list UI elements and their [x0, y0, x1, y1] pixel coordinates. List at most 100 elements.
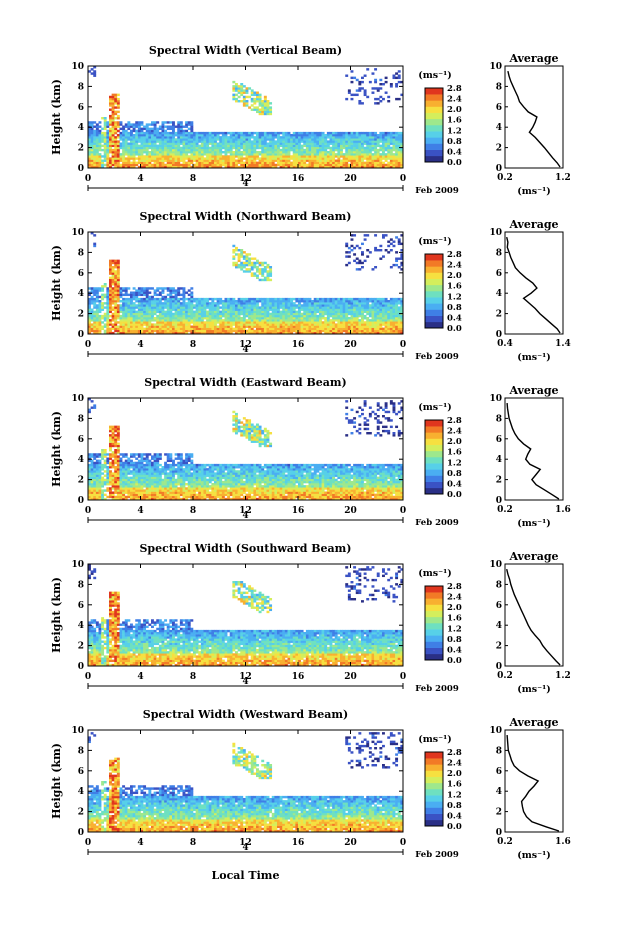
heatmap-cell — [130, 144, 133, 148]
heatmap-cell — [261, 329, 265, 333]
heatmap-cell — [311, 321, 315, 324]
heatmap-cell — [376, 329, 380, 333]
colorbar-segment — [425, 100, 443, 107]
heatmap-cell — [329, 153, 333, 156]
heatmap-cell — [279, 314, 283, 318]
x-tick-label: 20 — [344, 340, 357, 350]
heatmap-cell — [311, 157, 315, 160]
heatmap-cell — [329, 146, 333, 150]
heatmap-cell — [277, 319, 280, 322]
heatmap-cell — [313, 140, 317, 143]
heatmap-cell — [235, 161, 238, 165]
heatmap-cell — [271, 310, 275, 314]
heatmap-cell — [116, 114, 120, 118]
heatmap-cell — [143, 165, 147, 169]
heatmap-cell — [137, 321, 141, 324]
heatmap-cell — [98, 317, 102, 320]
heatmap-cell — [135, 161, 139, 165]
heatmap-cell — [303, 319, 307, 322]
heatmap-cell — [258, 165, 262, 169]
heatmap-cell — [350, 323, 354, 326]
profile-y-tick-label: 4 — [496, 123, 502, 133]
heatmap-cell — [179, 321, 183, 324]
heatmap-cell — [203, 151, 207, 154]
heatmap-cell — [179, 327, 183, 331]
heatmap-cell — [350, 310, 354, 314]
heatmap-cell — [358, 157, 362, 160]
heatmap-cell — [229, 142, 233, 145]
heatmap-cell — [384, 329, 388, 333]
heatmap-cell — [263, 136, 267, 139]
heatmap-cell — [132, 331, 136, 335]
heatmap-cell — [200, 140, 204, 143]
heatmap-cell — [111, 157, 115, 160]
heatmap-cell — [313, 151, 317, 154]
heatmap-cell — [387, 319, 391, 322]
heatmap-cell — [179, 323, 183, 326]
heatmap-cell — [340, 151, 343, 154]
heatmap-cell — [93, 327, 97, 331]
heatmap-cell — [151, 327, 154, 331]
heatmap-cell — [109, 266, 112, 269]
heatmap-cell — [358, 329, 362, 333]
heatmap-cell — [384, 297, 388, 301]
heatmap-cell — [300, 314, 304, 318]
heatmap-cell — [256, 97, 259, 101]
profile-y-tick-label: 0 — [496, 330, 502, 340]
heatmap-cell — [368, 146, 372, 150]
heatmap-cell — [248, 161, 252, 165]
heatmap-cell — [88, 297, 91, 301]
heatmap-cell — [90, 468, 94, 471]
heatmap-cell — [145, 142, 149, 145]
heatmap-cell — [284, 314, 288, 318]
heatmap-cell — [350, 297, 354, 301]
heatmap-cell — [382, 329, 385, 333]
heatmap-cell — [95, 483, 99, 486]
heatmap-cell — [237, 144, 241, 148]
heatmap-cell — [127, 300, 131, 303]
heatmap-cell — [235, 253, 238, 256]
heatmap-cell — [148, 134, 152, 137]
heatmap-cell — [295, 329, 299, 333]
heatmap-cell — [164, 295, 168, 299]
heatmap-cell — [324, 163, 328, 167]
heatmap-cell — [258, 261, 262, 265]
heatmap-cell — [253, 321, 257, 324]
heatmap-cell — [258, 151, 262, 154]
heatmap-cell — [258, 104, 262, 107]
heatmap-cell — [290, 146, 294, 150]
heatmap-cell — [379, 317, 383, 320]
heatmap-cell — [114, 125, 118, 128]
heatmap-cell — [355, 257, 359, 260]
heatmap-cell — [345, 163, 349, 167]
heatmap-cell — [109, 319, 112, 322]
heatmap-cell — [350, 325, 354, 328]
heatmap-cell — [145, 325, 149, 328]
heatmap-cell — [290, 325, 294, 328]
heatmap-cell — [106, 319, 110, 322]
heatmap-cell — [308, 157, 312, 160]
heatmap-cell — [235, 323, 238, 326]
heatmap-cell — [353, 246, 357, 250]
heatmap-cell — [114, 259, 118, 263]
heatmap-cell — [166, 302, 170, 305]
heatmap-cell — [195, 312, 199, 316]
heatmap-cell — [361, 266, 364, 269]
heatmap-cell — [158, 155, 162, 158]
heatmap-cell — [132, 306, 136, 309]
heatmap-cell — [269, 327, 273, 331]
heatmap-cell — [266, 157, 270, 160]
heatmap-cell — [101, 127, 105, 131]
heatmap-cell — [248, 95, 252, 99]
heatmap-cell — [332, 131, 336, 135]
heatmap-cell — [361, 134, 364, 137]
heatmap-cell — [206, 319, 210, 322]
heatmap-cell — [308, 297, 312, 301]
heatmap-cell — [235, 142, 238, 145]
heatmap-cell — [258, 110, 262, 114]
heatmap-cell — [242, 161, 246, 165]
heatmap-cell — [245, 161, 249, 165]
heatmap-cell — [290, 161, 294, 165]
heatmap-cell — [206, 306, 210, 309]
heatmap-cell — [240, 327, 244, 331]
